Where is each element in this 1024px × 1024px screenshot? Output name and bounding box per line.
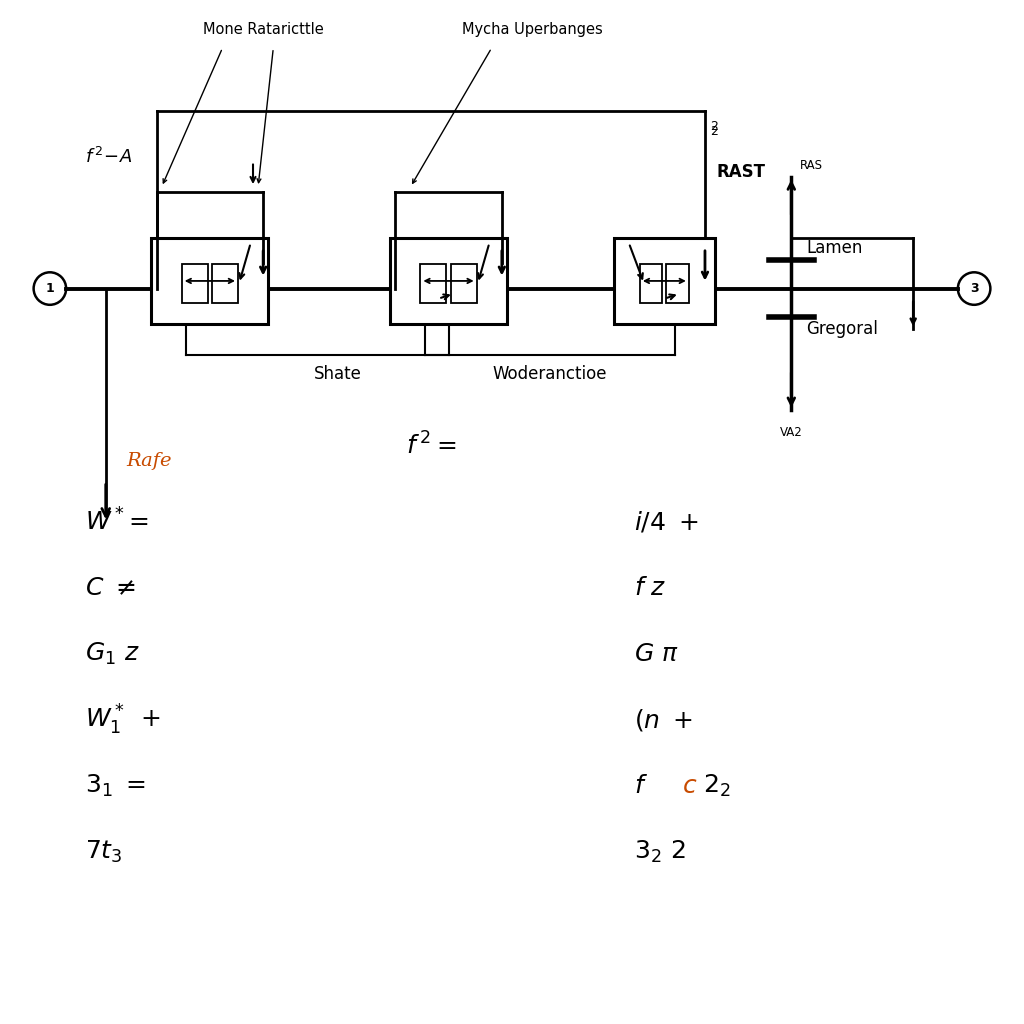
Text: $3_2\ 2$: $3_2\ 2$: [634, 839, 685, 865]
Bar: [390, 238, 507, 325]
Text: 2: 2: [710, 120, 718, 132]
Text: $W_1^*\ +$: $W_1^*\ +$: [85, 703, 162, 737]
Text: $c$: $c$: [682, 775, 697, 798]
Bar: [152, 238, 268, 325]
Bar: [451, 263, 476, 302]
Text: 2: 2: [710, 125, 718, 137]
Text: $3_1\ =$: $3_1\ =$: [85, 773, 146, 800]
Text: $2_2$: $2_2$: [702, 773, 730, 800]
Text: $f^{\,2} =$: $f^{\,2} =$: [406, 432, 456, 460]
Text: Mycha Uperbanges: Mycha Uperbanges: [462, 23, 603, 37]
Text: Rafe: Rafe: [126, 453, 172, 470]
Text: $G\ \pi$: $G\ \pi$: [634, 643, 679, 666]
Bar: [212, 263, 238, 302]
Text: $C\ \neq$: $C\ \neq$: [85, 577, 136, 600]
Text: VA2: VA2: [780, 426, 803, 438]
Text: 1: 1: [45, 282, 54, 295]
Text: 3: 3: [970, 282, 979, 295]
Text: $f\ z$: $f\ z$: [634, 577, 667, 600]
Text: Woderanctioe: Woderanctioe: [493, 365, 607, 383]
Bar: [667, 263, 689, 302]
Text: $(n\ +$: $(n\ +$: [634, 708, 692, 733]
Bar: [182, 263, 208, 302]
Text: Lamen: Lamen: [807, 239, 863, 257]
Text: $f^{\,2}\!-\!A$: $f^{\,2}\!-\!A$: [85, 146, 133, 167]
Bar: [421, 263, 446, 302]
Text: $i/4\ +$: $i/4\ +$: [634, 510, 698, 535]
Text: RAS: RAS: [800, 159, 822, 172]
Text: RAST: RAST: [717, 163, 766, 181]
Text: Gregoral: Gregoral: [807, 321, 879, 338]
Text: $G_1\ z$: $G_1\ z$: [85, 641, 140, 668]
Text: Shate: Shate: [314, 365, 361, 383]
Bar: [613, 238, 715, 325]
Text: $f$: $f$: [634, 775, 648, 798]
Text: $W^*\!=\!$: $W^*\!=\!$: [85, 509, 150, 536]
Bar: [640, 263, 663, 302]
Text: Mone Rataricttle: Mone Rataricttle: [203, 23, 324, 37]
Text: $7t_3$: $7t_3$: [85, 839, 123, 865]
